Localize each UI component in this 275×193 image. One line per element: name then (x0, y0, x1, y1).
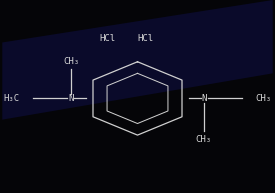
Text: N: N (68, 94, 74, 103)
Text: CH₃: CH₃ (63, 57, 79, 66)
Text: H₃C: H₃C (4, 94, 20, 103)
Text: CH₃: CH₃ (196, 135, 212, 144)
Text: CH₃: CH₃ (255, 94, 271, 103)
Polygon shape (2, 0, 273, 120)
Text: HCl: HCl (100, 34, 116, 43)
Text: HCl: HCl (138, 34, 154, 43)
Text: N: N (201, 94, 207, 103)
